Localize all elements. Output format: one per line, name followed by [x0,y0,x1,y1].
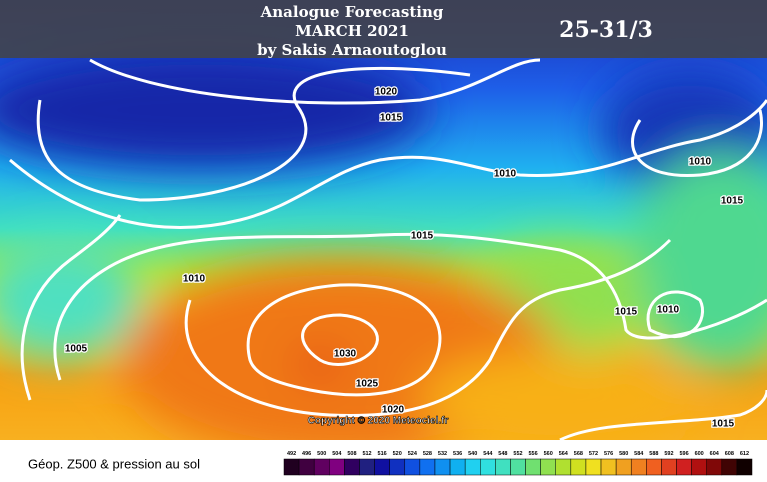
title-line: Analogue Forecasting [260,3,444,21]
period: 25-31/3 [559,17,653,43]
scale-label: 536 [453,451,462,457]
scale-swatch [510,458,526,476]
scale-swatch [570,458,587,476]
scale-label: 596 [679,451,688,457]
header-bar [0,0,767,58]
scale-swatch [344,458,360,476]
scale-label: 524 [408,451,418,457]
isobar-label: 1020 [382,405,405,416]
scale-label: 580 [619,451,628,457]
isobar-label: 1020 [375,87,398,98]
scale-swatch [329,458,345,476]
scale-label: 496 [302,451,311,457]
scale-swatch [661,458,677,476]
title-line: MARCH 2021 [295,22,409,40]
scale-swatch [283,458,300,476]
scale-label: 556 [529,451,538,457]
scale-label: 552 [513,451,522,457]
scale-label: 500 [317,451,326,457]
scale-swatch [540,458,556,476]
scale-label: 568 [574,451,583,457]
scale-label: 512 [362,451,371,457]
title-line: by Sakis Arnaoutoglou [257,41,447,59]
scale-label: 564 [559,451,569,457]
scale-swatch [404,458,421,476]
isobar-label: 1015 [721,196,744,207]
scale-swatch [389,458,406,476]
isobar-label: 1015 [380,113,403,124]
scale-swatch [434,458,451,476]
scale-label: 520 [393,451,402,457]
map-field [0,0,767,460]
scale-swatch [706,458,723,476]
scale-label: 604 [710,451,720,457]
scale-swatch [555,458,572,476]
scale-swatch [721,458,738,476]
color-scale: 492 496 500 504 508 512 516 520 524 528 532 536 540 5… [283,451,753,476]
scale-label: 560 [544,451,553,457]
scale-label: 492 [287,451,296,457]
scale-label: 544 [483,451,493,457]
isobar-label: 1015 [411,231,434,242]
scale-swatch [480,458,496,476]
scale-label: 576 [604,451,613,457]
scale-swatch [676,458,692,476]
copyright: Copyright © 2020 Meteociel.fr [308,416,449,427]
scale-swatch [585,458,602,476]
isobar-label: 1005 [65,344,88,355]
isobar-labels: 1020 1015 1010 1010 1015 1015 1010 1015 1010 1005… [64,85,745,431]
isobar-label: 1010 [494,169,517,180]
scale-label: 528 [423,451,432,457]
scale-label: 588 [649,451,658,457]
scale-label: 504 [332,451,342,457]
isobar-label: 1010 [657,305,680,316]
scale-swatch [736,458,753,476]
scale-swatch [374,458,390,476]
isobar-label: 1010 [183,274,206,285]
scale-swatch [525,458,541,476]
scale-swatch [359,458,375,476]
scale-swatch [313,458,330,476]
scale-swatch [449,458,466,476]
scale-swatch [630,458,647,476]
scale-label: 548 [498,451,507,457]
scale-swatch [615,458,632,476]
scale-swatch [298,458,315,476]
scale-label: 572 [589,451,598,457]
scale-swatch [691,458,707,476]
scale-label: 584 [634,451,644,457]
scale-swatch [646,458,662,476]
scale-label: 532 [438,451,447,457]
isobar-label: 1015 [615,307,638,318]
scale-label: 592 [664,451,673,457]
scale-swatch [419,458,436,476]
scale-label: 600 [695,451,704,457]
scale-swatch [600,458,617,476]
scale-label: 508 [347,451,356,457]
scale-swatch [495,458,511,476]
scale-label: 516 [378,451,387,457]
scale-label: 540 [468,451,477,457]
isobar-label: 1025 [356,379,379,390]
isobars [9,58,767,442]
legend-title: Géop. Z500 & pression au sol [28,456,200,471]
isobar-label: 1015 [712,419,735,430]
isobar-label: 1030 [334,349,357,360]
isobar-label: 1010 [689,157,712,168]
scale-label: 608 [725,451,734,457]
scale-swatch [464,458,481,476]
scale-label: 612 [740,451,749,457]
